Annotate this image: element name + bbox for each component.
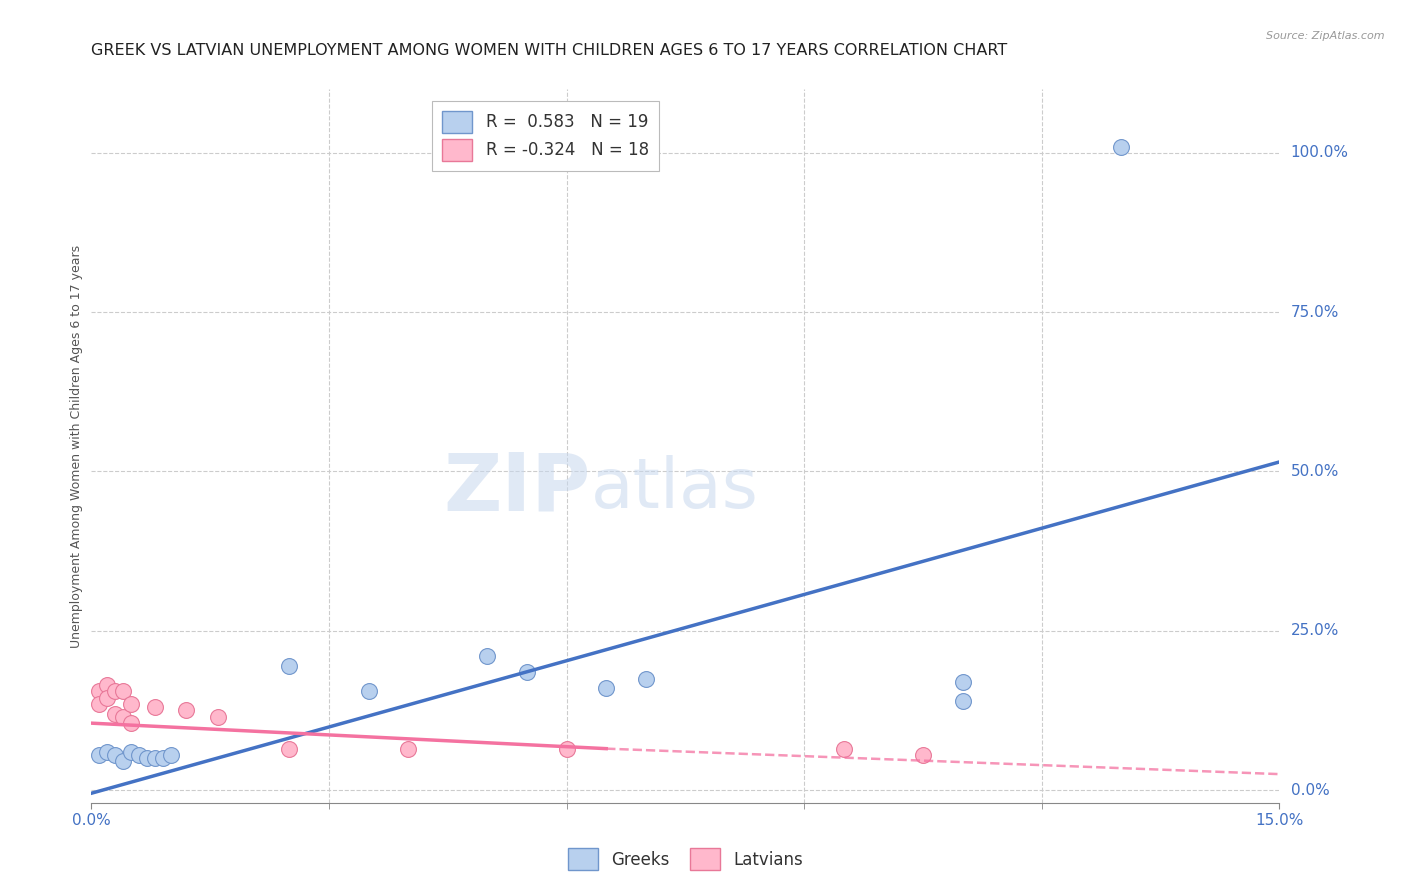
Point bbox=[89, 747, 111, 762]
Point bbox=[159, 747, 181, 762]
Point bbox=[128, 747, 150, 762]
Point bbox=[207, 710, 229, 724]
Point bbox=[152, 751, 174, 765]
Point bbox=[96, 690, 118, 705]
Point bbox=[96, 678, 118, 692]
Point bbox=[120, 697, 142, 711]
Point bbox=[516, 665, 538, 680]
Point bbox=[104, 747, 127, 762]
Point bbox=[396, 741, 419, 756]
Point bbox=[120, 716, 142, 731]
Point bbox=[104, 684, 127, 698]
Legend: Greeks, Latvians: Greeks, Latvians bbox=[561, 842, 810, 877]
Point bbox=[112, 710, 135, 724]
Point bbox=[952, 674, 974, 689]
Point bbox=[112, 684, 135, 698]
Point bbox=[832, 741, 855, 756]
Text: 25.0%: 25.0% bbox=[1291, 624, 1339, 639]
Point bbox=[278, 741, 301, 756]
Point bbox=[278, 658, 301, 673]
Point bbox=[634, 672, 657, 686]
Point bbox=[143, 700, 166, 714]
Text: Source: ZipAtlas.com: Source: ZipAtlas.com bbox=[1267, 31, 1385, 41]
Point bbox=[555, 741, 578, 756]
Point bbox=[96, 745, 118, 759]
Point bbox=[89, 684, 111, 698]
Point bbox=[911, 747, 934, 762]
Text: 100.0%: 100.0% bbox=[1291, 145, 1348, 161]
Point bbox=[1109, 139, 1132, 153]
Text: 75.0%: 75.0% bbox=[1291, 305, 1339, 319]
Point bbox=[357, 684, 380, 698]
Point bbox=[952, 694, 974, 708]
Point bbox=[135, 751, 157, 765]
Point bbox=[176, 703, 198, 717]
Point bbox=[112, 755, 135, 769]
Point bbox=[477, 649, 499, 664]
Text: 50.0%: 50.0% bbox=[1291, 464, 1339, 479]
Point bbox=[143, 751, 166, 765]
Point bbox=[104, 706, 127, 721]
Text: ZIP: ZIP bbox=[443, 450, 591, 528]
Point bbox=[89, 697, 111, 711]
Point bbox=[120, 745, 142, 759]
Text: 0.0%: 0.0% bbox=[1291, 782, 1329, 797]
Y-axis label: Unemployment Among Women with Children Ages 6 to 17 years: Unemployment Among Women with Children A… bbox=[70, 244, 83, 648]
Text: atlas: atlas bbox=[591, 455, 758, 523]
Text: GREEK VS LATVIAN UNEMPLOYMENT AMONG WOMEN WITH CHILDREN AGES 6 TO 17 YEARS CORRE: GREEK VS LATVIAN UNEMPLOYMENT AMONG WOME… bbox=[91, 43, 1008, 58]
Point bbox=[595, 681, 617, 695]
